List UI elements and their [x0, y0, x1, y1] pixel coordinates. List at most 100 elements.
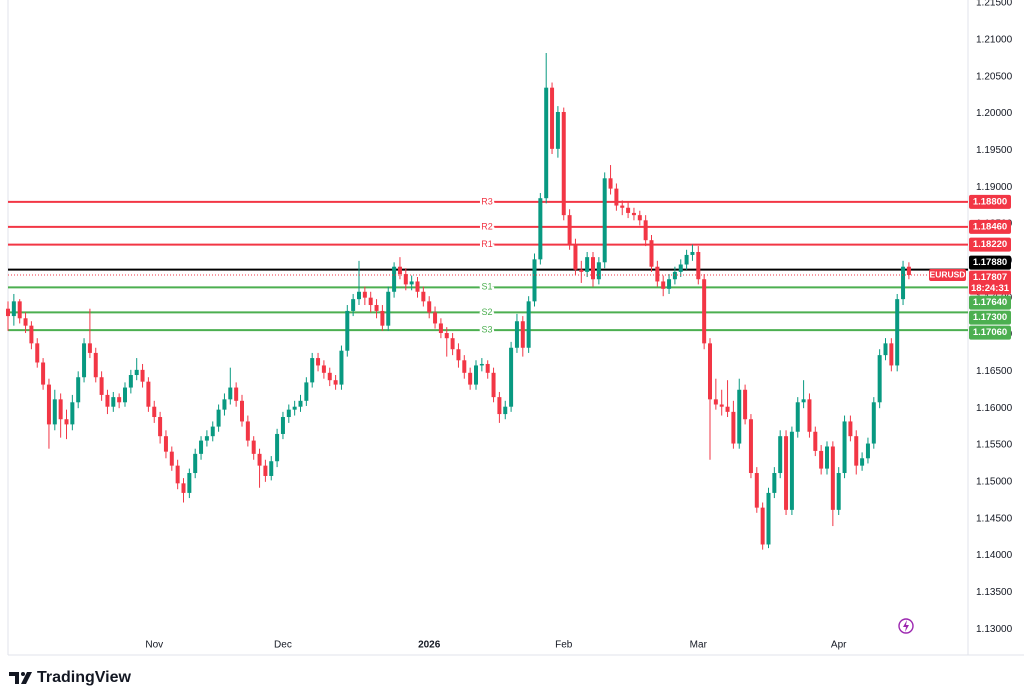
candle	[82, 338, 87, 383]
candle-body	[731, 411, 736, 444]
candle-body	[93, 352, 98, 378]
candle	[316, 352, 321, 372]
candle	[614, 183, 619, 211]
candle-body	[585, 257, 590, 272]
candle	[725, 380, 730, 418]
candle-body	[204, 436, 209, 441]
candle	[848, 415, 853, 442]
candle	[99, 371, 104, 401]
candle-body	[117, 397, 122, 403]
candle-body	[29, 325, 34, 344]
candle-body	[591, 257, 595, 280]
price-tag	[969, 237, 1011, 252]
candle	[87, 308, 92, 359]
candle-body	[316, 358, 321, 366]
candle	[795, 397, 800, 438]
candle-body	[374, 305, 379, 311]
candle	[561, 107, 566, 221]
candle	[573, 238, 578, 276]
candle-body	[520, 321, 525, 348]
candle-body	[848, 421, 853, 437]
candle-body	[23, 318, 28, 326]
candle-body	[257, 453, 262, 466]
candle-body	[614, 188, 619, 206]
candle	[251, 436, 256, 460]
candle-body	[263, 465, 268, 476]
candle	[415, 277, 420, 298]
candle-body	[351, 299, 356, 311]
candle	[719, 389, 724, 416]
candle	[608, 165, 613, 195]
level-name: R1	[481, 239, 493, 249]
candle-body	[573, 244, 578, 270]
candle	[444, 327, 449, 357]
candle-body	[509, 347, 514, 407]
brand-logo[interactable]: TradingView	[9, 669, 132, 686]
candle-body	[421, 291, 426, 302]
y-tick-label: 1.13000	[976, 624, 1013, 635]
candle-body	[415, 281, 420, 292]
logo-mark	[9, 672, 19, 684]
candle-body	[76, 377, 81, 403]
candle	[713, 378, 718, 410]
logo-dot	[21, 672, 25, 676]
x-tick-label: Apr	[831, 640, 847, 651]
candle	[298, 394, 303, 412]
candle	[245, 415, 250, 447]
candle-body	[561, 111, 566, 216]
candle-body	[690, 251, 695, 255]
candle	[667, 274, 672, 294]
candle-body	[362, 291, 367, 298]
candle	[64, 409, 69, 440]
lightning-icon[interactable]	[898, 618, 914, 634]
price-tag-label: 1.17300	[973, 312, 1007, 323]
candle-body	[655, 266, 660, 282]
candle	[825, 441, 829, 475]
candle-body	[608, 178, 613, 189]
candle	[41, 358, 46, 390]
candle-body	[602, 178, 607, 263]
candle-body	[304, 382, 309, 401]
y-tick-label: 1.21500	[976, 0, 1013, 9]
candle	[117, 393, 122, 409]
candle-body	[579, 269, 584, 272]
candle-body	[713, 399, 718, 405]
candle	[672, 266, 677, 285]
candle	[526, 296, 531, 353]
candle-body	[684, 254, 689, 265]
candle	[631, 207, 636, 221]
candle	[158, 411, 163, 444]
candle	[462, 355, 467, 379]
candle-body	[52, 399, 57, 425]
candle-body	[234, 387, 239, 401]
candle-body	[871, 402, 876, 444]
candle	[836, 467, 841, 516]
candle	[813, 426, 818, 457]
candle-body	[327, 372, 332, 381]
candle	[702, 274, 707, 350]
candle	[684, 249, 689, 270]
candle-body	[491, 372, 496, 398]
candle	[70, 394, 75, 431]
candle	[889, 338, 894, 372]
candle-body	[538, 198, 543, 260]
price-tag	[969, 295, 1011, 310]
candle-body	[82, 343, 87, 378]
candle	[339, 345, 344, 390]
candle-body	[380, 310, 385, 326]
candle	[368, 291, 373, 313]
level-name: R2	[481, 221, 493, 231]
candle-body	[403, 274, 408, 285]
candle	[351, 293, 356, 317]
candle	[310, 352, 315, 388]
candle-body	[222, 399, 227, 410]
y-tick-label: 1.15000	[976, 476, 1013, 487]
candle	[626, 201, 631, 219]
candle	[93, 347, 98, 383]
candle-body	[860, 458, 865, 466]
candle	[895, 293, 900, 372]
candle	[403, 268, 408, 291]
candle-body	[169, 451, 174, 466]
candle-body	[865, 443, 870, 459]
candle-body	[357, 291, 361, 300]
